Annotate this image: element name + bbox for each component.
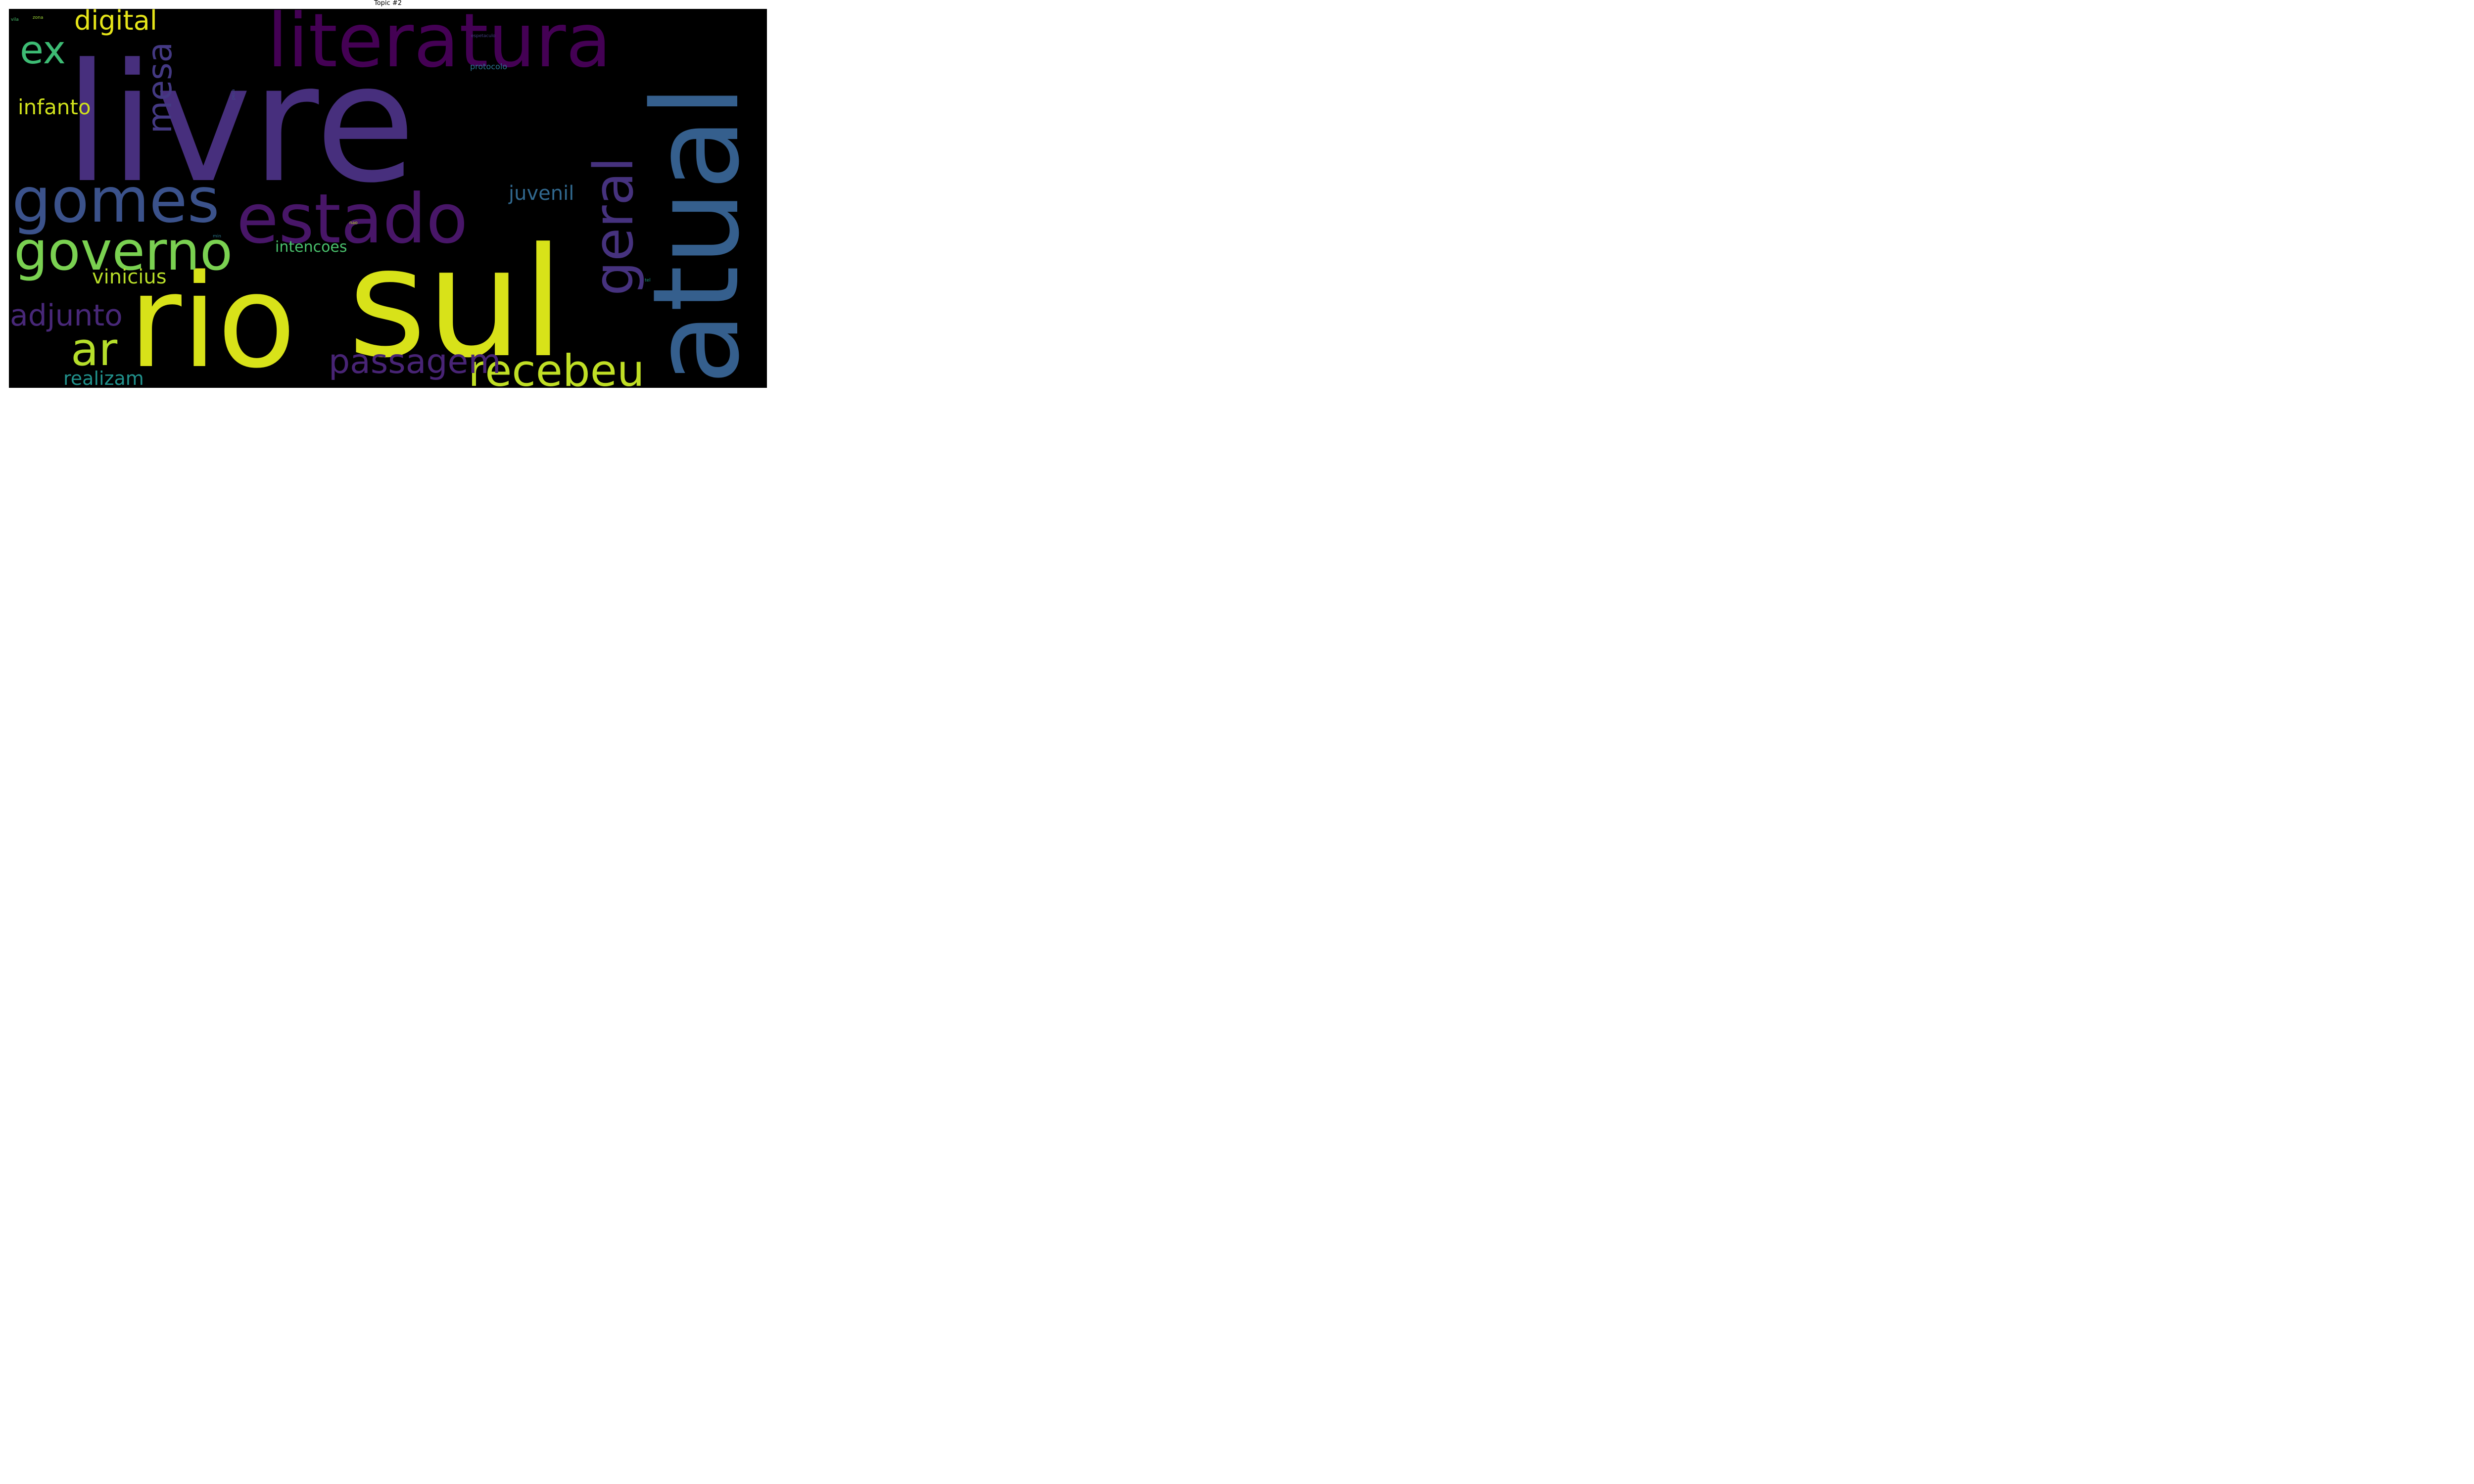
word-livre: livre <box>64 29 416 219</box>
word-realizam: realizam <box>63 368 144 388</box>
word-sul: sul <box>348 215 564 388</box>
word-atual: atual <box>627 85 765 385</box>
word-governo: governo <box>14 221 233 282</box>
word-mesa: mesa <box>141 42 180 134</box>
word-protocolo: protocolo <box>470 62 507 71</box>
word-peca: peca <box>231 89 236 100</box>
word-gomes: gomes <box>12 165 220 236</box>
word-passagem: passagem <box>329 342 501 381</box>
word-digital: digital <box>74 9 157 36</box>
word-recebeu: recebeu <box>468 345 645 388</box>
word-tel: tel <box>645 278 651 283</box>
word-min: min <box>213 234 221 239</box>
word-ex: ex <box>20 28 66 73</box>
word-espetaculo: espetaculo <box>471 34 496 39</box>
word-estado: estado <box>237 179 468 259</box>
word-vinicius: vinicius <box>92 266 167 288</box>
word-infanto: infanto <box>18 95 91 119</box>
word-juvenil: juvenil <box>508 182 574 205</box>
figure-title: Topic #2 <box>374 0 402 7</box>
word-zona: zona <box>33 15 43 20</box>
word-ar: ar <box>71 323 117 376</box>
word-rio: rio <box>129 247 296 388</box>
word-nao: nao <box>349 221 358 226</box>
word-literatura: literatura <box>267 9 612 84</box>
word-geral: geral <box>582 157 645 296</box>
word-adjunto: adjunto <box>10 298 123 333</box>
word-vila: vila <box>11 17 19 22</box>
word-intencoes: intencoes <box>275 238 347 256</box>
word-cloud: livre rio sul literatura atual gomes estado gov… <box>9 9 767 388</box>
